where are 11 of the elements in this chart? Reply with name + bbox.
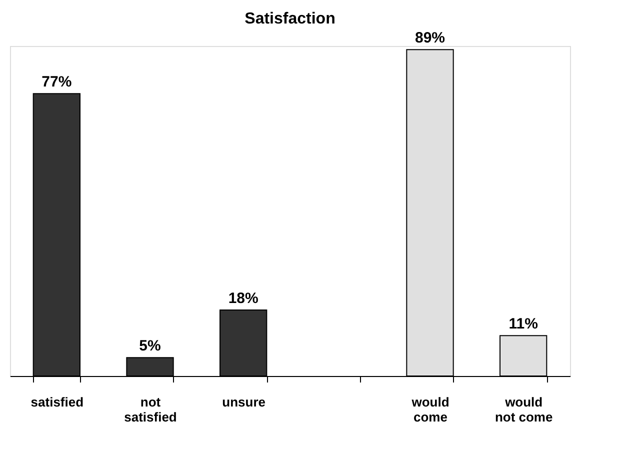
x-tick-label: would come: [410, 394, 450, 424]
x-tick-label: would not come: [494, 394, 553, 424]
chart-title: Satisfaction: [244, 10, 336, 28]
data-label: 89%: [414, 30, 446, 47]
x-tick-label: unsure: [222, 394, 266, 410]
data-label: 18%: [228, 290, 258, 307]
data-label: 11%: [508, 316, 538, 333]
data-label: 5%: [139, 338, 161, 355]
x-tick-label: satisfied: [30, 394, 84, 410]
data-label: 77%: [42, 74, 72, 91]
x-tick-label: not satisfied: [124, 394, 177, 424]
